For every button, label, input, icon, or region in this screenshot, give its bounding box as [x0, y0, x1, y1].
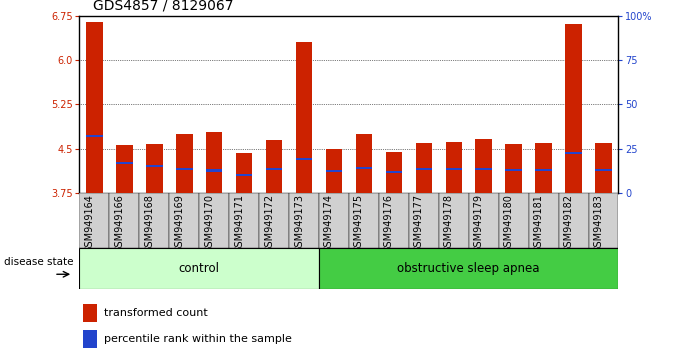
Text: GSM949171: GSM949171: [234, 194, 244, 253]
Bar: [109, 193, 140, 248]
Bar: [206, 132, 223, 193]
Bar: [505, 144, 522, 193]
Bar: [266, 168, 283, 170]
Text: GSM949174: GSM949174: [324, 194, 334, 253]
Bar: [475, 168, 492, 170]
Text: GSM949176: GSM949176: [384, 194, 394, 253]
Text: disease state: disease state: [4, 257, 73, 267]
Text: control: control: [179, 262, 220, 275]
Bar: [296, 42, 312, 193]
Bar: [505, 169, 522, 171]
Bar: [319, 193, 349, 248]
Bar: [565, 152, 582, 154]
Bar: [349, 193, 379, 248]
Text: GSM949169: GSM949169: [174, 194, 184, 253]
Bar: [325, 149, 342, 193]
Bar: [236, 174, 252, 176]
Bar: [169, 193, 199, 248]
Text: GSM949181: GSM949181: [533, 194, 544, 253]
Bar: [146, 165, 162, 167]
Bar: [446, 142, 462, 193]
Bar: [595, 169, 612, 171]
Bar: [79, 193, 109, 248]
Bar: [199, 193, 229, 248]
Bar: [83, 304, 97, 322]
Text: GSM949177: GSM949177: [414, 194, 424, 253]
Text: GSM949170: GSM949170: [205, 194, 214, 253]
Bar: [595, 143, 612, 193]
Text: GSM949172: GSM949172: [264, 194, 274, 253]
Bar: [356, 166, 372, 169]
Bar: [319, 248, 618, 289]
Text: GDS4857 / 8129067: GDS4857 / 8129067: [93, 0, 234, 12]
Bar: [206, 170, 223, 172]
Text: GSM949180: GSM949180: [504, 194, 513, 253]
Bar: [356, 134, 372, 193]
Bar: [558, 193, 589, 248]
Bar: [409, 193, 439, 248]
Bar: [116, 162, 133, 165]
Text: GSM949179: GSM949179: [474, 194, 484, 253]
Bar: [325, 170, 342, 172]
Bar: [236, 153, 252, 193]
Text: GSM949175: GSM949175: [354, 194, 364, 253]
Bar: [499, 193, 529, 248]
Text: percentile rank within the sample: percentile rank within the sample: [104, 334, 292, 344]
Bar: [266, 140, 283, 193]
Bar: [146, 144, 162, 193]
Text: obstructive sleep apnea: obstructive sleep apnea: [397, 262, 540, 275]
Bar: [289, 193, 319, 248]
Bar: [296, 158, 312, 160]
Bar: [116, 145, 133, 193]
Text: GSM949173: GSM949173: [294, 194, 304, 253]
Text: GSM949166: GSM949166: [115, 194, 124, 253]
Bar: [415, 168, 432, 170]
Text: GSM949164: GSM949164: [84, 194, 95, 253]
Bar: [529, 193, 558, 248]
Text: GSM949168: GSM949168: [144, 194, 154, 253]
Bar: [446, 168, 462, 170]
Bar: [468, 193, 499, 248]
Bar: [565, 24, 582, 193]
Bar: [229, 193, 259, 248]
Text: GSM949178: GSM949178: [444, 194, 454, 253]
Bar: [386, 171, 402, 173]
Text: GSM949183: GSM949183: [594, 194, 603, 253]
Bar: [475, 139, 492, 193]
Bar: [536, 143, 552, 193]
Bar: [79, 248, 319, 289]
Bar: [386, 152, 402, 193]
Bar: [86, 135, 103, 137]
Bar: [176, 134, 193, 193]
Bar: [140, 193, 169, 248]
Bar: [536, 169, 552, 171]
Bar: [86, 22, 103, 193]
Bar: [379, 193, 409, 248]
Bar: [415, 143, 432, 193]
Bar: [439, 193, 468, 248]
Text: transformed count: transformed count: [104, 308, 207, 318]
Bar: [259, 193, 289, 248]
Bar: [176, 168, 193, 170]
Bar: [589, 193, 618, 248]
Text: GSM949182: GSM949182: [564, 194, 574, 253]
Bar: [83, 330, 97, 348]
